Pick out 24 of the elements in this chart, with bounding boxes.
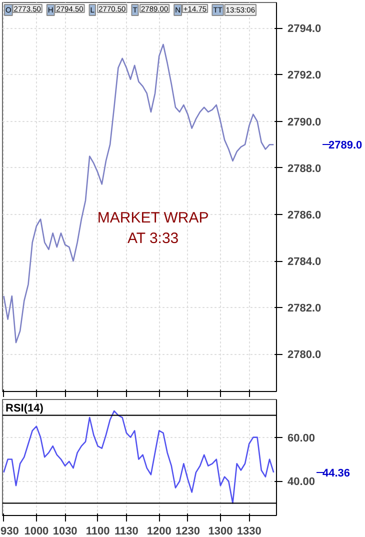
y-tick-label: 2790.0: [288, 116, 322, 128]
x-tick-label: 1100: [86, 526, 110, 537]
x-tick-label: 1200: [146, 526, 172, 537]
x-tick-label: 930: [0, 526, 19, 537]
chart-title: RSI(14): [6, 402, 44, 414]
y-tick-label: 2792.0: [288, 70, 322, 82]
x-tick-label: 1030: [52, 526, 78, 537]
y-tick-label: 40.00: [288, 476, 316, 488]
y-tick-label: 60.00: [288, 432, 316, 444]
x-tick-label: 1130: [114, 526, 138, 537]
text: 2789.0: [328, 140, 362, 152]
y-tick-label: 2784.0: [288, 256, 322, 268]
x-tick-label: 1300: [208, 526, 233, 537]
y-tick-label: 2788.0: [288, 162, 322, 175]
x-tick-label: 1230: [176, 526, 200, 537]
x-tick-label: 1330: [236, 526, 262, 537]
y-tick-label: 2786.0: [288, 209, 322, 222]
line-series: [3, 44, 274, 344]
y-tick-label: 2794.0: [288, 23, 322, 36]
annotation: MARKET WRAP AT 3:33: [97, 209, 209, 247]
y-tick-label: 2782.0: [288, 302, 322, 315]
x-tick-label: 1000: [24, 526, 49, 537]
text: 44.36: [322, 467, 350, 480]
y-tick-label: 2780.0: [288, 349, 322, 362]
